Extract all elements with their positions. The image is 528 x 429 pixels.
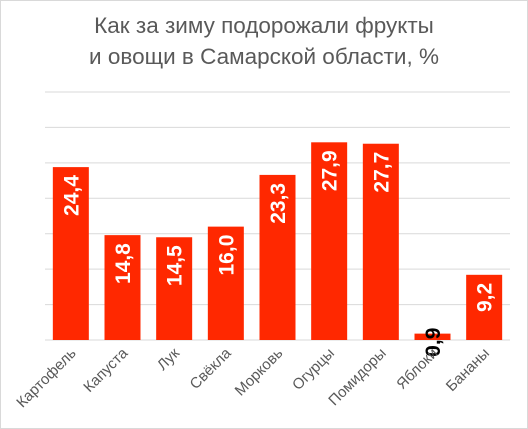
bar bbox=[52, 167, 89, 340]
bar bbox=[414, 333, 451, 340]
value-label: 27,7 bbox=[370, 152, 393, 193]
bar bbox=[362, 143, 399, 340]
bars bbox=[52, 142, 503, 340]
value-label: 9,2 bbox=[474, 283, 497, 312]
category-label: Лук bbox=[154, 345, 183, 374]
value-label: 24,4 bbox=[60, 175, 83, 216]
chart-title: Как за зиму подорожали фрукты и овощи в … bbox=[0, 10, 528, 72]
value-label: 14,5 bbox=[164, 245, 187, 286]
value-label: 14,8 bbox=[112, 243, 135, 284]
bar bbox=[156, 237, 193, 340]
bar bbox=[104, 235, 141, 340]
value-label: 0,9 bbox=[422, 328, 445, 357]
category-label: Капуста bbox=[80, 344, 131, 395]
category-label: Яблоки bbox=[393, 345, 441, 393]
bar bbox=[466, 274, 503, 340]
category-label: Бананы bbox=[443, 345, 493, 395]
value-labels: 24,4 14,8 14,5 16,0 23,3 27,9 27,7 0,9 9,2 bbox=[60, 150, 496, 357]
category-label: Свёкла bbox=[187, 344, 236, 393]
chart-title-line-2: и овощи в Самарской области, % bbox=[89, 44, 439, 69]
category-label: Морковь bbox=[232, 345, 287, 400]
value-label: 16,0 bbox=[215, 235, 238, 276]
bar bbox=[259, 174, 296, 340]
chart-title-line-1: Как за зиму подорожали фрукты bbox=[94, 13, 434, 38]
bar bbox=[311, 142, 348, 340]
bar bbox=[207, 226, 244, 340]
value-label: 23,3 bbox=[267, 183, 290, 224]
category-label: Огурцы bbox=[289, 345, 338, 394]
value-label: 27,9 bbox=[319, 150, 342, 191]
category-label: Картофель bbox=[13, 345, 80, 412]
